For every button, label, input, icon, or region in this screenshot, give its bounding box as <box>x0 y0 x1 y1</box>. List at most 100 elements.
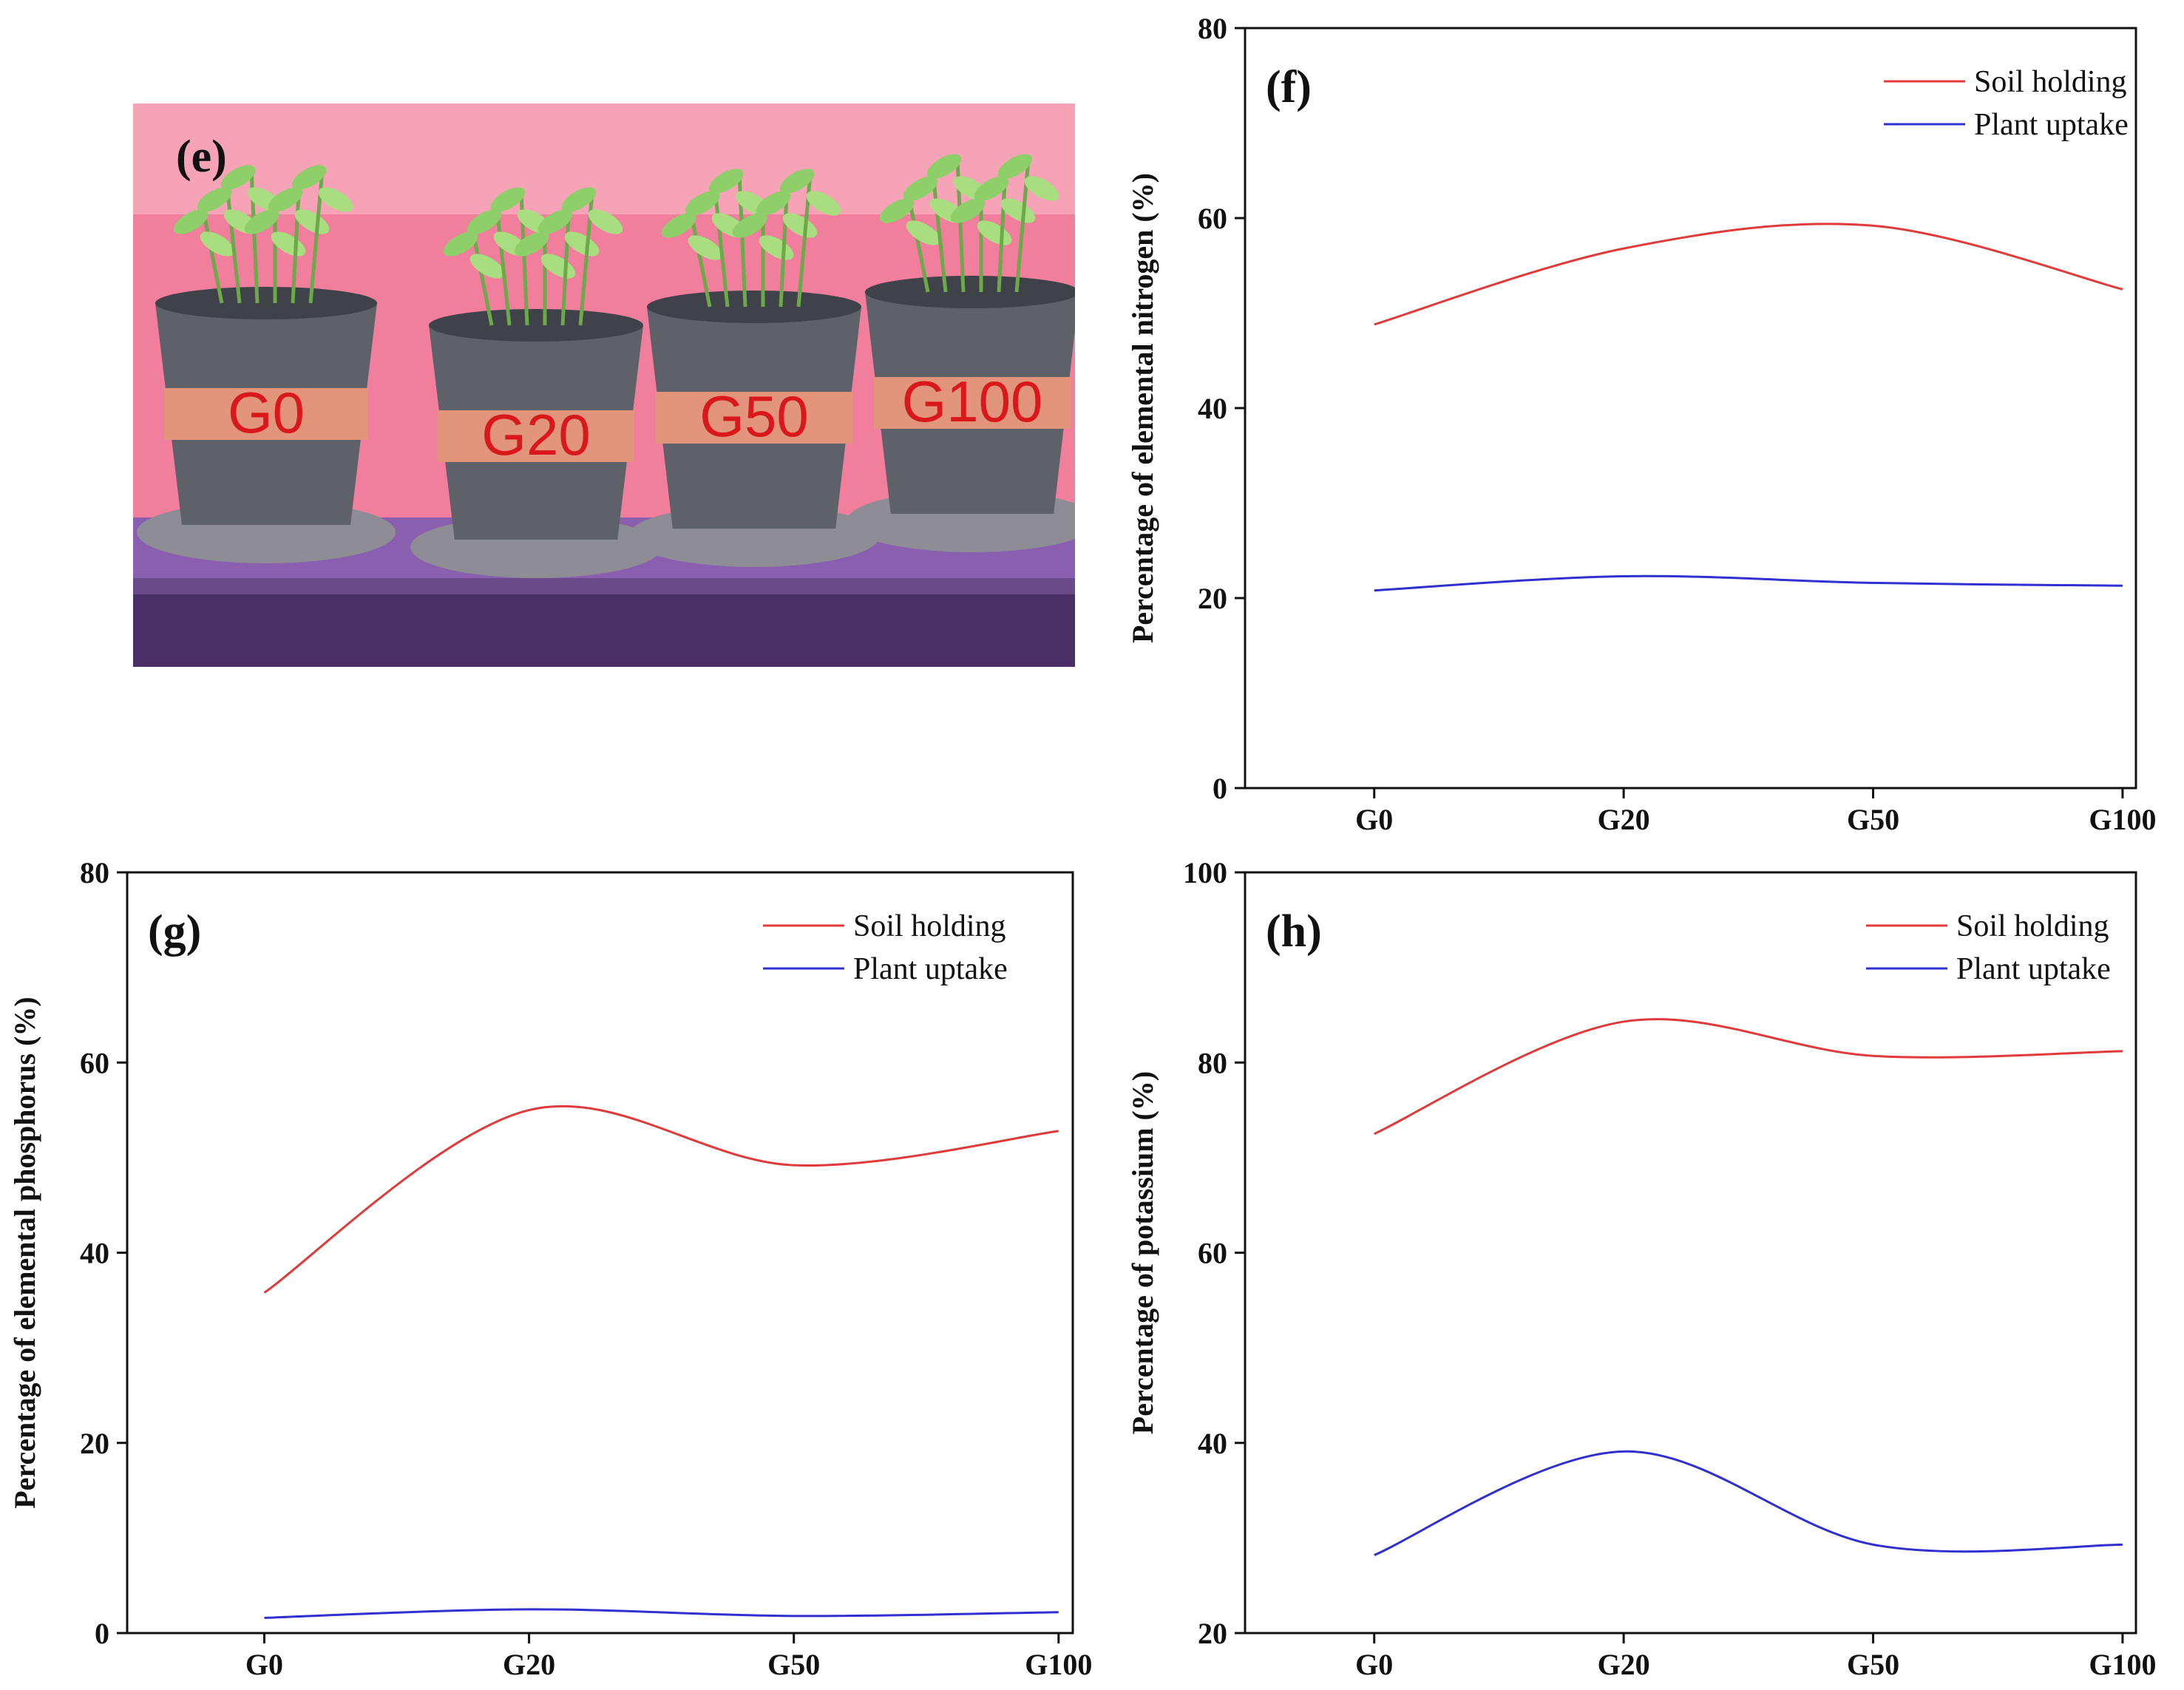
y-tick-label: 40 <box>1198 392 1227 425</box>
plant-leaf <box>708 169 744 194</box>
chart-panel: 0 20 40 60 80 G0 G20 G50 G100 Percentage of eleme… <box>8 856 1092 1681</box>
pots-group: G0 G20 G50 G100 <box>137 154 1075 578</box>
plot-frame <box>126 871 1074 1635</box>
panel-label: (f) <box>1266 62 1312 112</box>
pot-label: G100 <box>902 369 1043 434</box>
plant-photo: G0 G20 G50 G100 (e) <box>133 103 1075 667</box>
plant-leaf <box>879 198 915 223</box>
x-tick-label: G100 <box>1025 1648 1092 1681</box>
pot-rim <box>865 276 1075 308</box>
y-tick-label: 60 <box>1198 1237 1227 1270</box>
x-tick-label: G50 <box>1847 1648 1899 1681</box>
plant-leaf <box>1024 176 1059 201</box>
plant-leaf <box>779 169 815 194</box>
plant-leaf <box>926 154 962 179</box>
plant-stem <box>690 217 712 308</box>
x-tick-label: G50 <box>1847 803 1899 836</box>
legend-label: Soil holding <box>1974 65 2127 99</box>
y-axis-label: Percentage of elemental phosphorus (%) <box>8 997 41 1509</box>
plant-leaf <box>997 154 1033 179</box>
plant-leaf <box>561 187 597 212</box>
plant-leaf <box>244 209 279 234</box>
plant-leaf <box>782 213 818 238</box>
pot-band <box>873 377 1071 429</box>
plant-leaf <box>197 187 232 212</box>
photo-shelf-edge <box>133 577 1075 594</box>
legend-label: Soil holding <box>853 909 1006 943</box>
pot-band <box>164 388 368 440</box>
panel-label-e: (e) <box>176 132 227 182</box>
plant-leaf <box>443 231 478 257</box>
series-line <box>264 1608 1059 1619</box>
plant-leaf <box>732 213 767 238</box>
x-tick-label: G0 <box>245 1648 283 1681</box>
y-tick-label: 0 <box>95 1617 109 1650</box>
legend-label: Plant uptake <box>1974 108 2129 142</box>
y-tick-label: 20 <box>1198 1617 1227 1650</box>
chart-panel: 20 40 60 80 100 G0 G20 G50 G100 Percentage of pot… <box>1126 856 2156 1681</box>
plant-leaf <box>173 209 208 234</box>
pot-band <box>437 410 635 462</box>
plant-leaf <box>974 176 1009 201</box>
plant-leaf <box>469 254 505 279</box>
y-tick-label: 20 <box>1198 582 1227 615</box>
panel-label: (h) <box>1266 906 1322 957</box>
x-tick-label: G20 <box>503 1648 555 1681</box>
pot-rim <box>155 287 377 319</box>
plant-stem <box>472 236 494 326</box>
plant-stem <box>202 214 224 304</box>
plant-leaf <box>756 191 791 216</box>
plant-leaf <box>220 165 256 190</box>
plant-leaf <box>537 209 573 234</box>
x-tick-label: G20 <box>1598 803 1650 836</box>
plant-stem <box>908 203 930 293</box>
panel-label: (g) <box>148 906 201 957</box>
legend-label: Soil holding <box>1956 909 2109 943</box>
y-tick-label: 20 <box>80 1427 109 1460</box>
pot-label: G50 <box>699 384 808 449</box>
series-line <box>1374 223 2123 326</box>
plant-leaf <box>564 231 600 257</box>
legend-label: Plant uptake <box>1956 952 2111 986</box>
plant-leaf <box>1000 198 1036 223</box>
plant-leaf <box>467 209 502 234</box>
x-tick-label: G20 <box>1598 1648 1650 1681</box>
plant-leaf <box>200 231 235 257</box>
y-axis-label: Percentage of potassium (%) <box>1126 1071 1159 1434</box>
plant-leaf <box>268 187 303 212</box>
x-tick-label: G100 <box>2089 1648 2156 1681</box>
pot-band <box>655 392 853 444</box>
plant-leaf <box>903 176 938 201</box>
pot-label: G20 <box>481 402 590 467</box>
pot-rim <box>429 309 643 342</box>
series-line <box>1374 1018 2123 1136</box>
y-tick-label: 40 <box>80 1237 109 1270</box>
series-line <box>1374 1450 2123 1556</box>
x-tick-label: G0 <box>1355 803 1393 836</box>
plant-leaf <box>806 191 841 216</box>
legend-label: Plant uptake <box>853 952 1008 986</box>
plant-leaf <box>318 187 353 212</box>
plant-leaf <box>490 187 526 212</box>
plant-leaf <box>906 220 941 245</box>
plot-frame <box>1244 871 2137 1635</box>
plant-leaf <box>688 235 723 260</box>
x-tick-label: G50 <box>767 1648 820 1681</box>
chart-panel: 0 20 40 60 80 G0 G20 G50 G100 Percentage of eleme… <box>1126 12 2156 836</box>
plant-leaf <box>950 198 986 223</box>
x-tick-label: G0 <box>1355 1648 1393 1681</box>
pot-rim <box>647 291 861 323</box>
x-tick-label: G100 <box>2089 803 2156 836</box>
series-line <box>263 1104 1059 1294</box>
plot-frame <box>1244 27 2137 790</box>
y-tick-label: 40 <box>1198 1427 1227 1460</box>
photo-shelf <box>133 591 1075 667</box>
y-tick-label: 100 <box>1183 856 1227 889</box>
y-tick-label: 80 <box>1198 1046 1227 1079</box>
plant-leaf <box>291 165 327 190</box>
y-axis-label: Percentage of elemental nitrogen (%) <box>1126 173 1159 643</box>
plant-leaf <box>514 231 549 257</box>
y-tick-label: 80 <box>80 856 109 889</box>
y-tick-label: 0 <box>1213 772 1227 805</box>
